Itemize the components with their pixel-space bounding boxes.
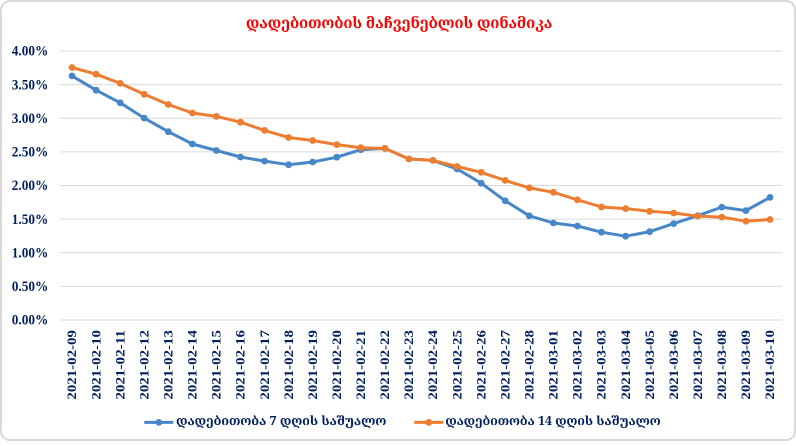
svg-text:2021-02-10: 2021-02-10 <box>88 330 103 400</box>
svg-text:2021-02-11: 2021-02-11 <box>112 330 127 400</box>
svg-text:2021-02-09: 2021-02-09 <box>64 330 79 400</box>
svg-text:2.50%: 2.50% <box>12 145 49 161</box>
svg-text:2021-02-20: 2021-02-20 <box>329 330 344 400</box>
svg-text:4.00%: 4.00% <box>12 44 49 60</box>
svg-text:2021-02-23: 2021-02-23 <box>401 330 416 400</box>
svg-text:2021-02-22: 2021-02-22 <box>377 330 392 400</box>
svg-text:2021-02-26: 2021-02-26 <box>473 330 488 400</box>
svg-text:2021-03-02: 2021-03-02 <box>570 330 585 400</box>
svg-text:0.00%: 0.00% <box>12 313 49 329</box>
svg-text:2021-03-03: 2021-03-03 <box>594 330 609 400</box>
svg-text:2021-03-07: 2021-03-07 <box>690 330 705 400</box>
svg-text:2021-03-04: 2021-03-04 <box>618 330 633 400</box>
svg-text:2021-03-01: 2021-03-01 <box>546 330 561 400</box>
svg-text:1.00%: 1.00% <box>12 245 49 261</box>
svg-text:2021-03-10: 2021-03-10 <box>762 330 777 400</box>
svg-text:2021-02-12: 2021-02-12 <box>136 330 151 400</box>
svg-text:2021-02-25: 2021-02-25 <box>449 330 464 400</box>
svg-text:1.50%: 1.50% <box>12 212 49 228</box>
svg-text:0.50%: 0.50% <box>12 279 49 295</box>
svg-text:2021-02-14: 2021-02-14 <box>185 330 200 400</box>
svg-text:2021-02-19: 2021-02-19 <box>305 330 320 400</box>
svg-text:2021-02-28: 2021-02-28 <box>522 330 537 400</box>
svg-text:2021-03-08: 2021-03-08 <box>714 330 729 400</box>
svg-text:2021-02-17: 2021-02-17 <box>257 330 272 400</box>
svg-text:3.00%: 3.00% <box>12 111 49 127</box>
svg-text:2021-03-05: 2021-03-05 <box>642 330 657 400</box>
svg-text:2021-02-13: 2021-02-13 <box>161 330 176 400</box>
svg-text:2021-02-24: 2021-02-24 <box>425 330 440 400</box>
svg-text:2021-02-15: 2021-02-15 <box>209 330 224 400</box>
svg-text:2021-03-09: 2021-03-09 <box>738 330 753 400</box>
svg-text:3.50%: 3.50% <box>12 77 49 93</box>
svg-text:2021-02-27: 2021-02-27 <box>497 330 512 400</box>
svg-text:2.00%: 2.00% <box>12 178 49 194</box>
svg-text:2021-02-21: 2021-02-21 <box>353 330 368 400</box>
svg-text:2021-02-16: 2021-02-16 <box>233 330 248 400</box>
svg-text:2021-02-18: 2021-02-18 <box>281 330 296 400</box>
svg-text:2021-03-06: 2021-03-06 <box>666 330 681 400</box>
